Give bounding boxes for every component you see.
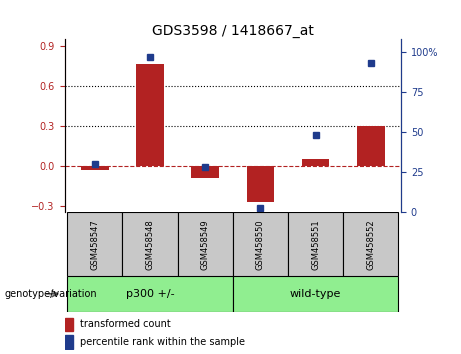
Text: GSM458547: GSM458547 <box>90 219 100 270</box>
Text: GSM458549: GSM458549 <box>201 219 210 270</box>
Text: genotype/variation: genotype/variation <box>5 289 97 299</box>
Bar <box>136 64 164 166</box>
Bar <box>65 335 73 349</box>
Bar <box>288 212 343 276</box>
Bar <box>67 212 123 276</box>
Bar <box>123 212 177 276</box>
Text: transformed count: transformed count <box>80 319 171 329</box>
Text: GSM458550: GSM458550 <box>256 219 265 270</box>
Bar <box>343 212 398 276</box>
Bar <box>357 126 384 166</box>
Bar <box>81 166 109 170</box>
Text: p300 +/-: p300 +/- <box>126 289 174 299</box>
Text: percentile rank within the sample: percentile rank within the sample <box>80 337 245 347</box>
Text: wild-type: wild-type <box>290 289 341 299</box>
Text: GSM458552: GSM458552 <box>366 219 375 270</box>
Bar <box>65 318 73 331</box>
Title: GDS3598 / 1418667_at: GDS3598 / 1418667_at <box>152 24 314 38</box>
Bar <box>67 276 233 312</box>
Bar <box>177 212 233 276</box>
Bar <box>247 166 274 202</box>
Text: GSM458548: GSM458548 <box>146 219 154 270</box>
Bar <box>302 159 329 166</box>
Bar <box>233 212 288 276</box>
Bar <box>191 166 219 178</box>
Bar <box>233 276 398 312</box>
Text: GSM458551: GSM458551 <box>311 219 320 270</box>
